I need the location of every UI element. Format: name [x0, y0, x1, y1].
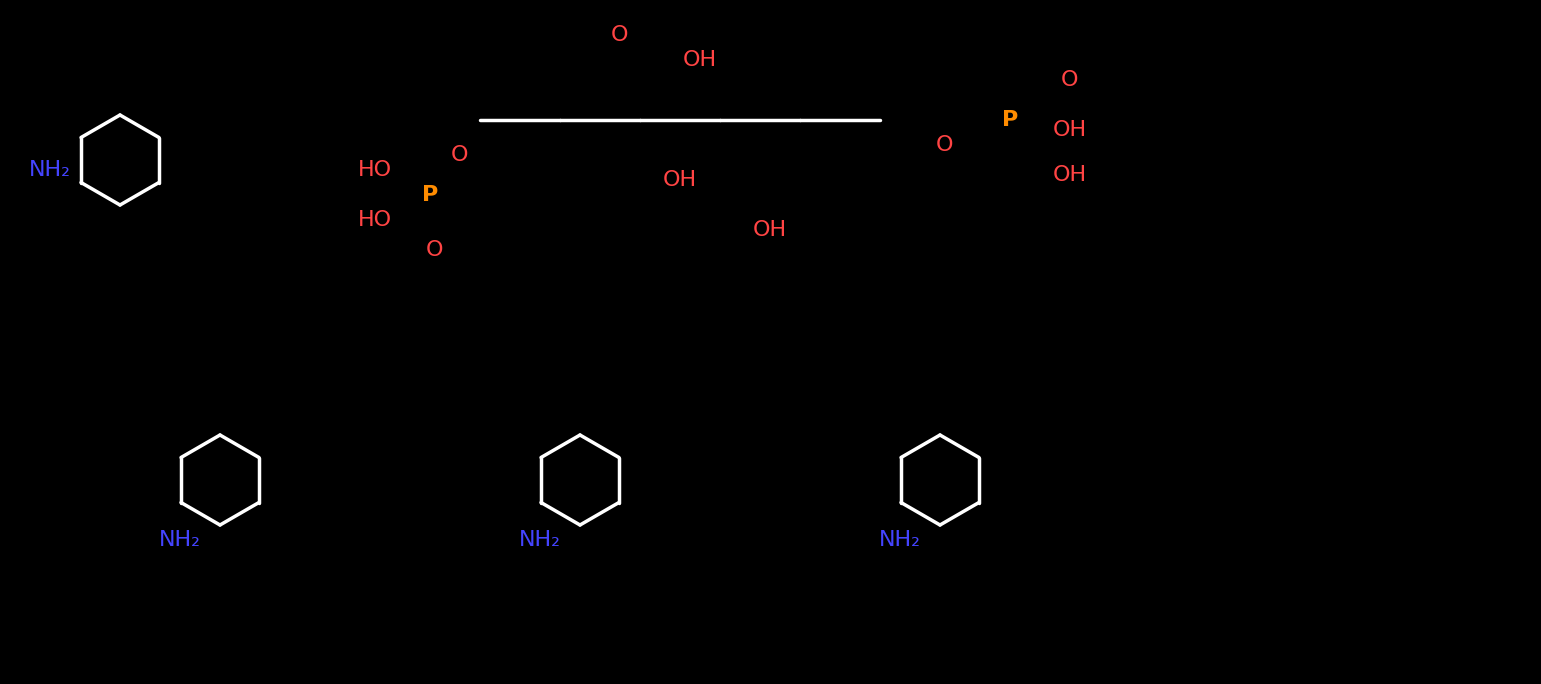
Text: NH₂: NH₂ [878, 530, 922, 550]
Text: P: P [1002, 110, 1019, 130]
Text: O: O [612, 25, 629, 45]
Text: OH: OH [754, 220, 787, 240]
Text: O: O [452, 145, 468, 165]
Text: P: P [422, 185, 438, 205]
Text: HO: HO [358, 210, 391, 230]
Text: NH₂: NH₂ [29, 160, 71, 180]
Text: OH: OH [1053, 120, 1086, 140]
Text: OH: OH [683, 50, 717, 70]
Text: NH₂: NH₂ [519, 530, 561, 550]
Text: NH₂: NH₂ [159, 530, 200, 550]
Text: OH: OH [1053, 165, 1086, 185]
Text: O: O [427, 240, 444, 260]
Text: HO: HO [358, 160, 391, 180]
Text: O: O [1062, 70, 1079, 90]
Text: OH: OH [663, 170, 697, 190]
Text: O: O [937, 135, 954, 155]
